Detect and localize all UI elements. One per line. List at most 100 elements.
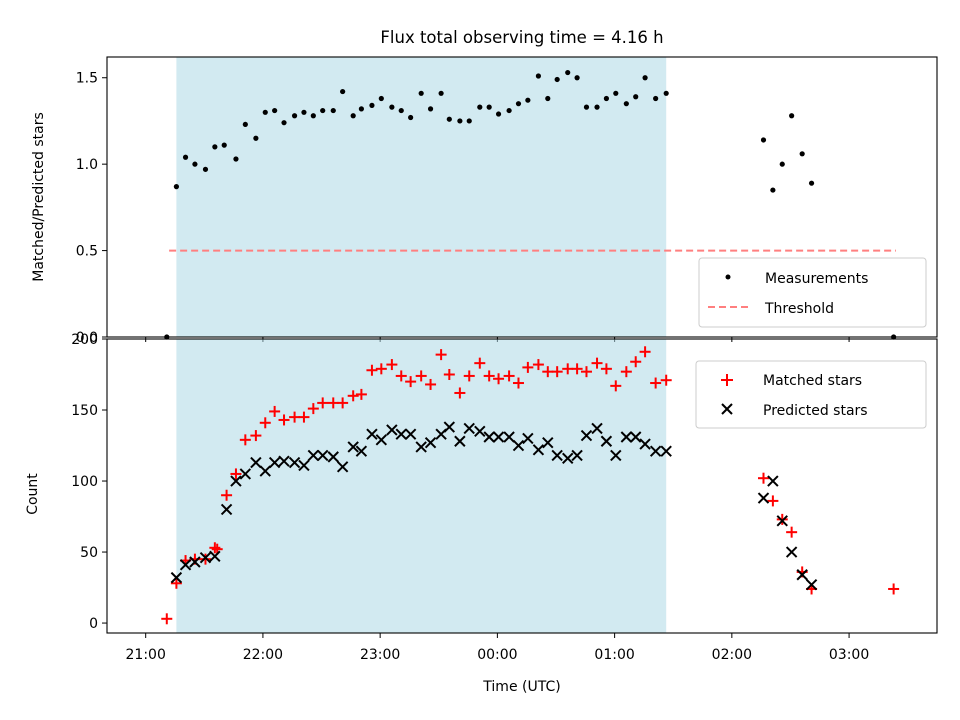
legend-threshold-label: Threshold [764,301,834,317]
predicted-star-point [230,475,242,487]
matched-star-point [209,542,221,554]
matched-star-point [454,387,466,399]
predicted-star-point [268,456,281,469]
matched-star-point [298,411,310,423]
legend-predicted-label: Predicted stars [763,403,868,419]
predicted-star-point [591,422,603,435]
matched-star-point [786,526,798,538]
measurement-point [202,166,209,172]
bottom-y-axis-label: Count [25,473,41,515]
matched-star-point [503,370,515,382]
matched-star-point [776,513,788,525]
predicted-star-point [805,579,818,591]
matched-star-point [278,414,290,426]
measurement-point [613,90,619,96]
legend-matched-label: Matched stars [763,373,862,389]
measurement-point [653,95,659,102]
predicted-star-point [278,455,290,467]
measurement-point [506,107,512,114]
top-legend: Measurements Threshold [698,257,927,328]
predicted-star-point [220,503,233,516]
measurement-point [253,135,259,141]
measurement-point [623,101,629,107]
predicted-star-point [209,550,221,563]
matched-star-point [591,357,603,369]
matched-star-point [512,377,524,389]
measurement-point [192,161,198,167]
matched-star-point [542,366,554,378]
matched-star-point [230,468,242,480]
measurement-point [808,180,815,186]
measurement-point [515,101,522,107]
measurement-point [369,102,375,108]
bottom-axes-frame [106,338,938,634]
measurement-point [525,97,531,103]
predicted-star-point [767,475,779,487]
predicted-star-point [571,449,583,462]
matched-star-point [405,376,417,388]
matched-star-point [660,374,672,386]
predicted-star-point [424,436,437,449]
predicted-star-point [522,432,534,445]
matched-star-point [347,390,359,402]
predicted-star-point [355,445,368,457]
measurement-point [457,118,463,124]
measurement-point [760,137,767,143]
bottom-legend-box [695,360,927,429]
measurement-point [182,154,189,160]
measurement-point [466,118,472,124]
matched-star-point [337,397,349,409]
measurement-point [583,104,590,110]
predicted-star-point [336,461,349,473]
top-y-axis-label: Matched/Predicted stars [31,112,47,282]
predicted-star-point [375,434,388,446]
matched-star-point [355,388,367,400]
measurement-point [477,104,483,110]
matched-star-point [650,377,662,389]
matched-star-point [522,361,534,373]
top-y-tick-label: 0.0 [76,330,98,346]
measurement-point [330,107,336,114]
predicted-star-point [532,444,545,456]
predicted-star-point [239,468,252,480]
measurement-point [486,104,492,110]
measurement-point [272,107,278,114]
measurement-point [398,107,404,114]
measurement-point [594,104,600,110]
matched-star-point [161,613,173,625]
measurement-point [446,116,452,122]
legend-predicted-marker [721,403,733,415]
matched-star-point [259,417,271,429]
measurement-point [418,90,424,96]
matched-star-point [170,577,182,589]
x-tick-label: 23:00 [360,647,400,663]
matched-star-point [757,472,769,484]
predicted-star-point [551,449,563,462]
predicted-star-point [660,445,672,457]
x-tick-label: 01:00 [594,647,634,663]
matched-star-point [483,370,495,382]
predicted-star-point [395,428,407,440]
figure-title: Flux total observing time = 4.16 h [380,28,663,47]
bottom-y-tick-label: 50 [80,545,98,561]
measurement-point [350,113,356,119]
predicted-star-point [776,515,788,527]
matched-star-point [639,346,651,358]
matched-star-point [199,553,211,565]
predicted-star-point [785,546,798,558]
measurement-point [633,94,639,100]
predicted-star-point [179,559,192,571]
measurement-point [281,120,287,126]
predicted-star-point [620,431,633,443]
predicted-star-point [250,456,262,469]
predicted-star-point [796,569,808,581]
x-tick-label: 22:00 [243,647,283,663]
matched-star-point [474,357,486,369]
matched-star-point [425,378,437,390]
predicted-star-point [170,571,183,584]
predicted-star-point [580,429,593,442]
matched-star-point [610,380,622,392]
top-shaded-band [176,57,667,337]
measurement-point [438,90,444,96]
